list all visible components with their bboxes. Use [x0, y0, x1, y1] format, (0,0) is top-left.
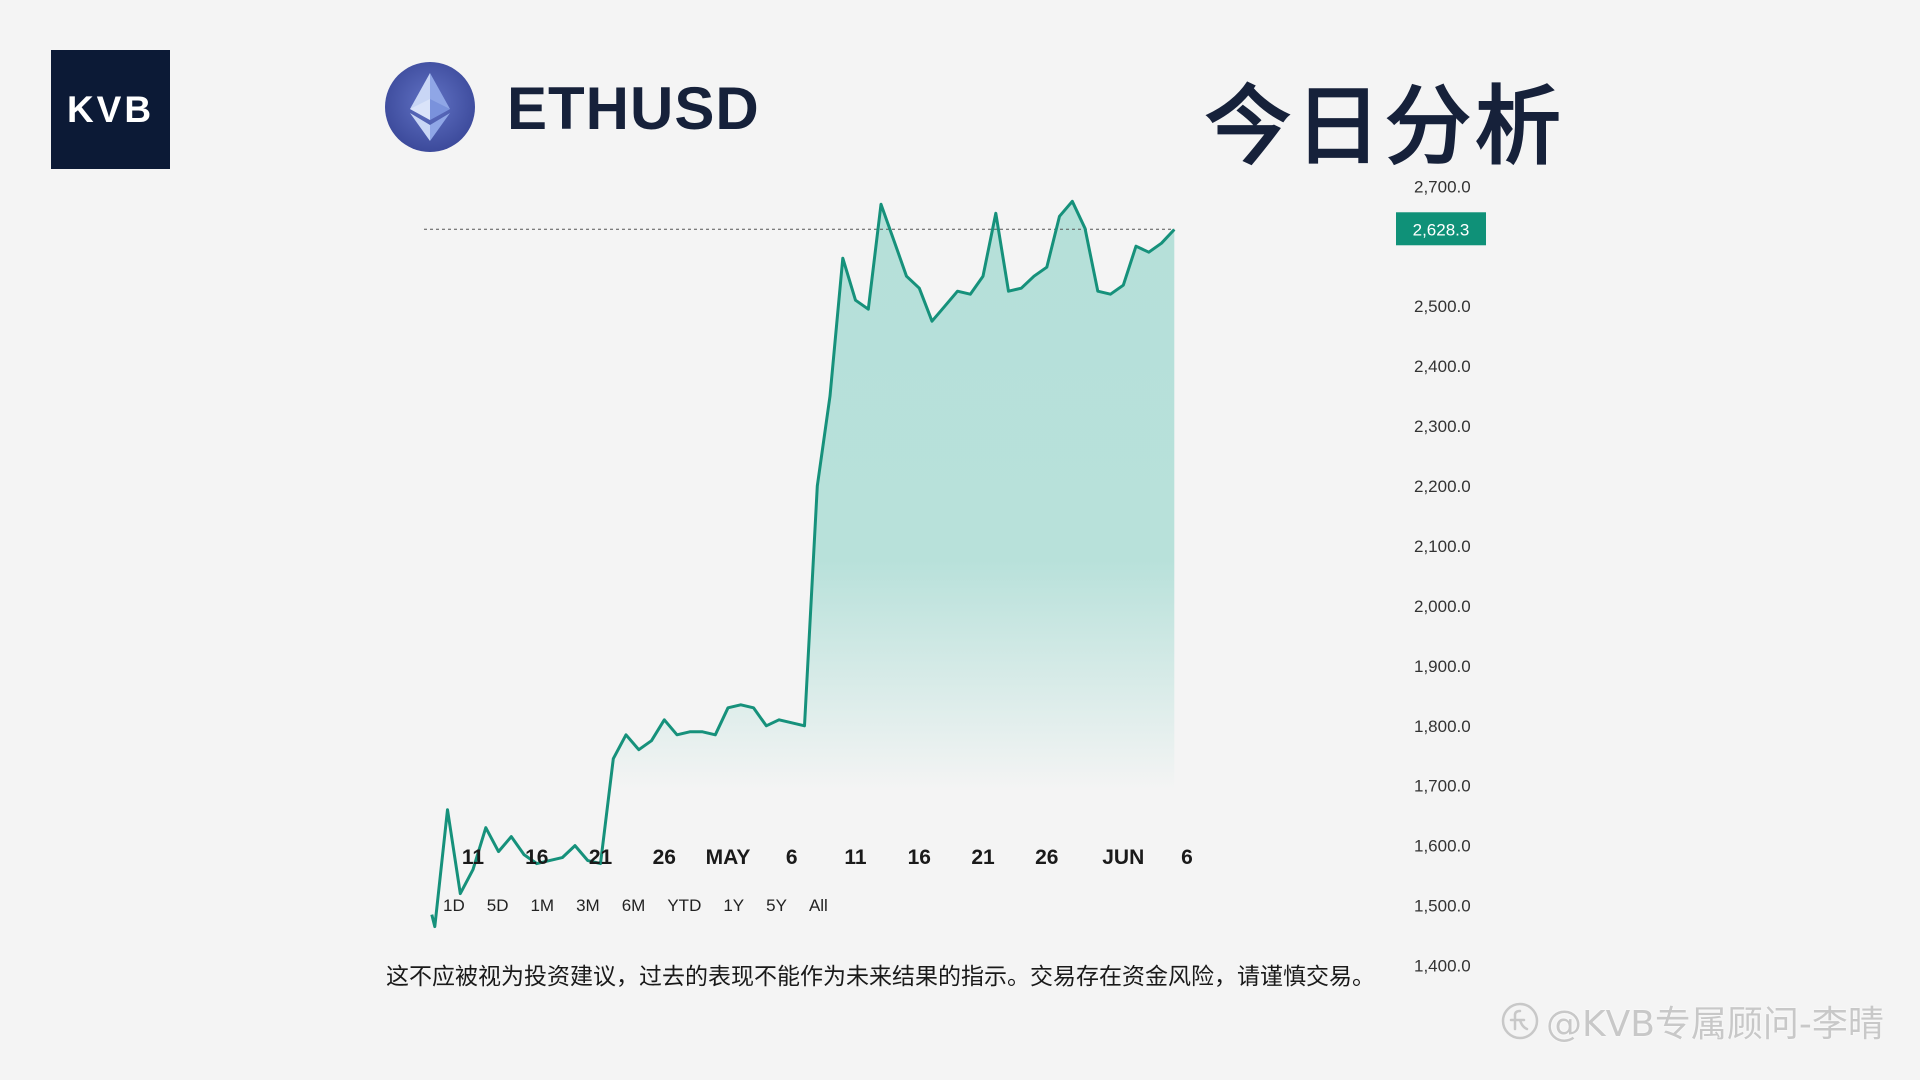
x-tick-label: 6 [786, 846, 798, 869]
x-tick-label: 26 [653, 846, 676, 869]
range-button-ytd[interactable]: YTD [667, 896, 702, 915]
price-area [431, 201, 1175, 927]
y-tick-label: 1,800.0 [1414, 717, 1471, 736]
x-tick-label: 16 [525, 846, 548, 869]
x-tick-label: MAY [706, 846, 751, 869]
y-tick-label: 2,400.0 [1414, 357, 1471, 376]
range-button-5d[interactable]: 5D [486, 896, 509, 915]
y-tick-label: 2,100.0 [1414, 537, 1471, 556]
logo-text: KVB [66, 88, 155, 130]
x-tick-label: 11 [462, 846, 485, 869]
x-tick-label: 21 [971, 846, 995, 869]
y-tick-label: 2,300.0 [1414, 417, 1471, 436]
watermark-text: @KVB专属顾问-李晴 [1546, 1004, 1884, 1045]
last-price-badge [1396, 212, 1486, 246]
ethereum-icon [385, 62, 475, 152]
y-tick-label: 1,900.0 [1414, 657, 1471, 676]
y-tick-label: 2,000.0 [1414, 597, 1471, 616]
range-button-6m[interactable]: 6M [621, 896, 646, 915]
range-button-1m[interactable]: 1M [530, 896, 555, 915]
x-tick-label: 16 [908, 846, 931, 869]
x-tick-label: 6 [1181, 846, 1193, 869]
range-button-5y[interactable]: 5Y [766, 896, 787, 915]
y-tick-label: 1,600.0 [1414, 837, 1471, 856]
x-tick-label: 21 [589, 846, 613, 869]
y-tick-label: 2,500.0 [1414, 297, 1471, 316]
range-button-1y[interactable]: 1Y [723, 896, 745, 915]
y-tick-label: 2,700.0 [1414, 177, 1471, 196]
last-price-label: 2,628.3 [1413, 220, 1470, 239]
page-title: 今日分析 [1205, 77, 1565, 177]
y-tick-label: 2,200.0 [1414, 477, 1471, 496]
watermark: @KVB专属顾问-李晴 [1500, 995, 1884, 1047]
price-line [430, 199, 1176, 929]
disclaimer-text: 这不应被视为投资建议，过去的表现不能作为未来结果的指示。交易存在资金风险，请谨慎… [386, 964, 1375, 990]
x-tick-label: 26 [1035, 846, 1058, 869]
range-button-3m[interactable]: 3M [576, 896, 600, 915]
symbol-label: ETHUSD [507, 75, 760, 142]
y-tick-label: 1,700.0 [1414, 777, 1471, 796]
zhihu-icon [1501, 1002, 1539, 1040]
range-button-1d[interactable]: 1D [443, 896, 465, 915]
kvb-logo: KVB [51, 50, 170, 169]
range-selector: 1D 5D 1M 3M 6M YTD 1Y 5Y All [440, 896, 839, 916]
y-tick-label: 1,500.0 [1414, 897, 1471, 916]
x-tick-label: 11 [844, 846, 867, 869]
y-tick-label: 1,400.0 [1414, 957, 1471, 976]
range-button-all[interactable]: All [808, 896, 828, 915]
x-tick-label: JUN [1102, 846, 1144, 869]
